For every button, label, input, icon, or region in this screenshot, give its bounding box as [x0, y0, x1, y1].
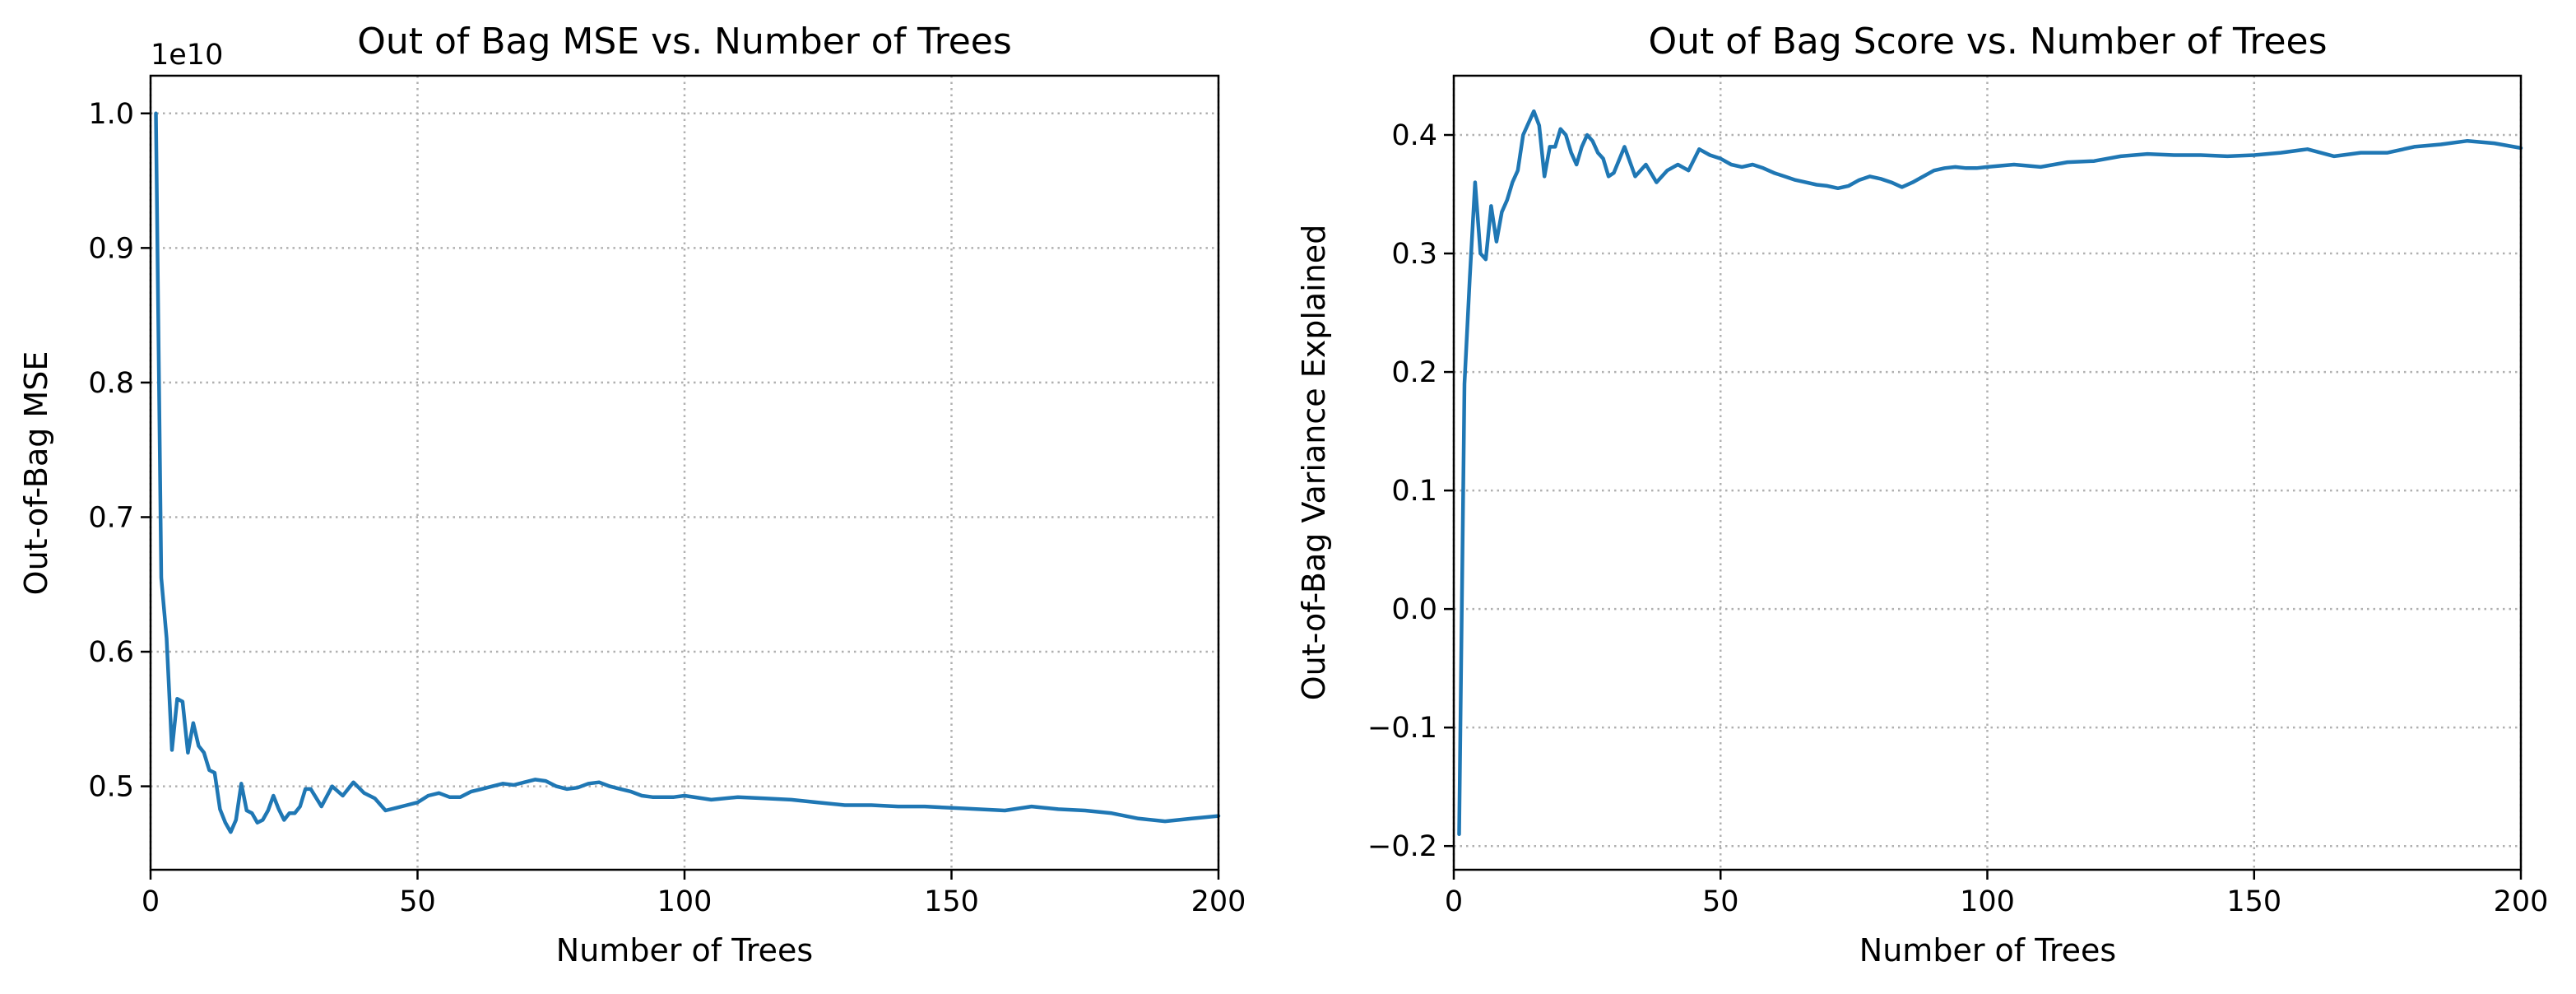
score-x-axis-label: Number of Trees: [1859, 932, 2116, 968]
mse-y-tick-label: 0.5: [88, 771, 134, 804]
mse-y-tick-label: 1.0: [88, 98, 134, 131]
mse-chart-title: Out of Bag MSE vs. Number of Trees: [357, 21, 1012, 63]
mse-y-tick-label: 0.7: [88, 501, 134, 534]
score-panel: Out of Bag Score vs. Number of Trees Out…: [1296, 21, 2548, 968]
mse-x-tick-label: 200: [1191, 885, 1246, 918]
score-y-tick-label: 0.1: [1391, 475, 1437, 508]
mse-x-axis-label: Number of Trees: [556, 932, 813, 968]
mse-ticks: 0 50 100 150 200 0.5 0.6 0.7 0.8 0.9 1.0: [88, 98, 1246, 918]
mse-x-tick-label: 50: [399, 885, 436, 918]
mse-x-tick-label: 150: [924, 885, 979, 918]
score-x-tick-label: 100: [1960, 885, 2015, 918]
score-y-tick-label: −0.1: [1367, 712, 1437, 745]
mse-x-tick-label: 0: [142, 885, 160, 918]
score-x-tick-label: 50: [1702, 885, 1739, 918]
score-x-tick-label: 150: [2226, 885, 2281, 918]
score-y-tick-label: 0.2: [1391, 356, 1437, 389]
score-grid: [1452, 76, 2523, 870]
score-x-tick-label: 0: [1445, 885, 1463, 918]
mse-panel: Out of Bag MSE vs. Number of Trees 1e10 …: [18, 21, 1246, 968]
score-y-tick-label: 0.4: [1391, 119, 1437, 152]
mse-grid: [149, 76, 1220, 870]
score-y-axis-label: Out-of-Bag Variance Explained: [1296, 225, 1332, 701]
mse-y-axis-label: Out-of-Bag MSE: [18, 351, 54, 596]
score-y-tick-label: 0.0: [1391, 593, 1437, 626]
score-y-tick-label: 0.3: [1391, 238, 1437, 271]
score-ticks: 0 50 100 150 200 −0.2 −0.1 0.0 0.1 0.2 0.3 0.4: [1367, 119, 2548, 918]
score-series-line: [1457, 109, 2523, 837]
score-y-tick-label: −0.2: [1367, 830, 1437, 863]
mse-series-line: [154, 111, 1221, 834]
score-chart-title: Out of Bag Score vs. Number of Trees: [1648, 21, 2327, 63]
mse-offset-text: 1e10: [151, 39, 223, 72]
score-x-tick-label: 200: [2494, 885, 2549, 918]
mse-y-tick-label: 0.9: [88, 232, 134, 265]
mse-x-tick-label: 100: [657, 885, 712, 918]
mse-y-tick-label: 0.6: [88, 636, 134, 669]
mse-y-tick-label: 0.8: [88, 367, 134, 400]
